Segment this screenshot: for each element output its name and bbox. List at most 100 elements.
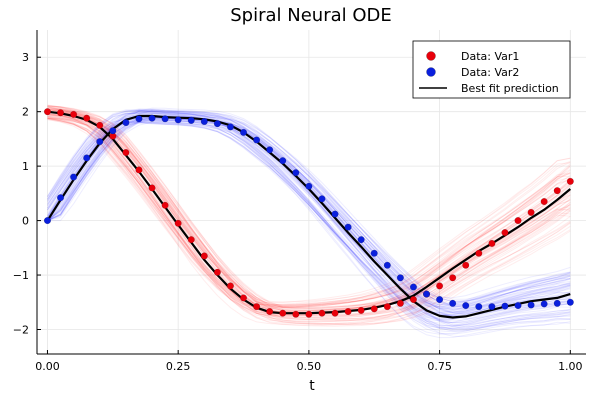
ensemble-line-var2 <box>47 122 571 314</box>
data-point-var1 <box>213 268 221 276</box>
ensemble-line-var2 <box>47 119 571 327</box>
data-point-var2 <box>331 210 339 218</box>
ensemble-line-var2 <box>47 117 571 306</box>
data-point-var1 <box>226 282 234 290</box>
ensemble-line-var1 <box>47 111 571 310</box>
chart-title: Spiral Neural ODE <box>230 5 392 26</box>
data-point-var1 <box>96 121 104 129</box>
data-point-var2 <box>305 182 313 190</box>
data-point-var1 <box>501 229 509 237</box>
ensemble-line-var2 <box>47 107 571 315</box>
data-point-var1 <box>462 261 470 269</box>
data-point-var2 <box>109 127 117 135</box>
data-point-var2 <box>501 302 509 310</box>
ensemble-line-var2 <box>47 109 571 339</box>
data-point-var2 <box>514 302 522 310</box>
data-point-var1 <box>488 239 496 247</box>
data-point-var1 <box>161 201 169 209</box>
ensemble-line-var2 <box>47 109 571 324</box>
y-tick-label: 3 <box>22 51 29 64</box>
data-point-var2 <box>43 217 51 225</box>
ensemble-line-var1 <box>47 116 571 308</box>
x-tick-label: 1.00 <box>558 360 583 373</box>
ensemble-line-var2 <box>47 115 571 303</box>
data-point-var1 <box>475 249 483 257</box>
ensemble-line-var2 <box>47 120 571 308</box>
ensemble-trajectories <box>47 104 571 339</box>
ensemble-line-var2 <box>47 110 571 332</box>
legend-label: Data: Var2 <box>461 66 519 79</box>
ensemble-line-var1 <box>47 104 571 325</box>
data-point-var1 <box>449 274 457 282</box>
y-tick-label: 1 <box>22 160 29 173</box>
data-point-var2 <box>488 303 496 311</box>
data-point-var2 <box>57 194 65 202</box>
data-points <box>43 108 574 318</box>
data-point-var1 <box>135 166 143 174</box>
ensemble-line-var2 <box>47 109 571 324</box>
data-point-var1 <box>409 296 417 304</box>
ensemble-line-var2 <box>47 110 571 337</box>
x-tick-label: 0.75 <box>427 360 452 373</box>
ensemble-line-var2 <box>47 119 571 330</box>
data-point-var1 <box>527 208 535 216</box>
ensemble-line-var1 <box>47 114 571 306</box>
ensemble-line-var2 <box>47 121 571 320</box>
data-point-var2 <box>409 283 417 291</box>
data-point-var2 <box>292 169 300 177</box>
data-point-var1 <box>148 184 156 192</box>
ensemble-line-var1 <box>47 106 571 323</box>
data-point-var1 <box>514 217 522 225</box>
data-point-var1 <box>240 294 248 302</box>
ensemble-line-var2 <box>47 114 571 309</box>
ensemble-line-var1 <box>47 112 571 308</box>
ensemble-line-var1 <box>47 105 571 325</box>
legend-marker <box>426 67 436 77</box>
ensemble-line-var2 <box>47 108 571 310</box>
ensemble-line-var1 <box>47 109 571 325</box>
data-point-var2 <box>187 116 195 124</box>
data-point-var1 <box>436 282 444 290</box>
ensemble-line-var1 <box>47 106 571 326</box>
data-point-var2 <box>83 154 91 162</box>
ensemble-line-var2 <box>47 109 571 327</box>
data-point-var2 <box>122 119 130 127</box>
ensemble-line-var1 <box>47 109 571 319</box>
data-point-var2 <box>436 296 444 304</box>
ensemble-line-var2 <box>47 111 571 310</box>
ensemble-line-var1 <box>47 105 571 322</box>
ensemble-line-var1 <box>47 118 571 306</box>
ensemble-line-var1 <box>47 114 571 307</box>
ensemble-line-var1 <box>47 110 571 312</box>
data-point-var1 <box>253 303 261 311</box>
data-point-var1 <box>370 305 378 313</box>
x-tick-label: 0.50 <box>297 360 322 373</box>
y-tick-label: −2 <box>13 323 29 336</box>
data-point-var1 <box>57 109 65 117</box>
data-point-var2 <box>200 117 208 125</box>
ensemble-line-var1 <box>47 108 571 320</box>
legend-label: Data: Var1 <box>461 50 519 63</box>
ensemble-line-var1 <box>47 119 571 306</box>
y-tick-label: 0 <box>22 215 29 228</box>
data-point-var2 <box>96 138 104 146</box>
data-point-var2 <box>318 195 326 203</box>
ensemble-line-var1 <box>47 105 571 322</box>
ensemble-line-var1 <box>47 112 571 322</box>
data-point-var2 <box>553 299 561 307</box>
data-point-var2 <box>527 301 535 309</box>
ensemble-line-var1 <box>47 117 571 306</box>
ensemble-line-var2 <box>47 118 571 302</box>
ensemble-line-var2 <box>47 118 571 316</box>
ensemble-line-var1 <box>47 114 571 310</box>
ensemble-line-var1 <box>47 109 571 319</box>
y-tick-label: −1 <box>13 269 29 282</box>
data-point-var1 <box>305 310 313 318</box>
data-point-var1 <box>383 303 391 311</box>
data-point-var1 <box>70 110 78 118</box>
data-point-var2 <box>540 300 548 308</box>
data-point-var2 <box>383 261 391 269</box>
ensemble-line-var1 <box>47 111 571 308</box>
data-point-var1 <box>187 236 195 244</box>
